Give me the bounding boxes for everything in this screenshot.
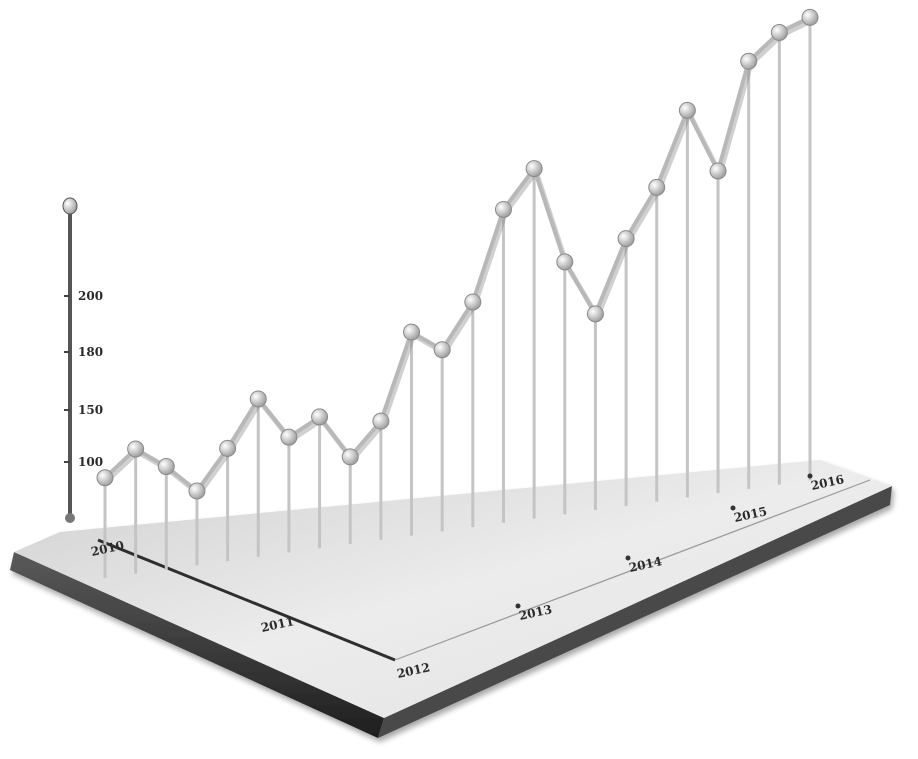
drop-lines xyxy=(103,17,812,578)
y-axis-bottom-cap xyxy=(65,513,75,523)
x-tick-label: 2014 xyxy=(628,554,664,575)
y-tick-label: 100 xyxy=(78,455,103,469)
data-point xyxy=(96,469,114,487)
data-point xyxy=(770,23,788,41)
data-point xyxy=(188,482,206,500)
data-point xyxy=(372,412,390,430)
x-tick-mark xyxy=(730,505,736,511)
data-point xyxy=(617,230,635,248)
x-tick-mark xyxy=(625,555,631,561)
x-axis-line xyxy=(394,479,871,661)
data-point xyxy=(678,101,696,119)
series-line xyxy=(103,15,814,497)
data-point xyxy=(219,439,237,457)
x-tick-labels: 2010 2011 2012 2013 2014 2015 2016 xyxy=(90,472,846,681)
data-point xyxy=(311,408,329,426)
data-point xyxy=(586,305,604,323)
x-tick-label: 2010 xyxy=(90,538,126,559)
data-point xyxy=(801,8,819,26)
data-point xyxy=(740,52,758,70)
data-point xyxy=(556,253,574,271)
data-point xyxy=(157,458,175,476)
x-tick-mark xyxy=(515,603,521,609)
data-point xyxy=(341,448,359,466)
y-tick-label: 150 xyxy=(78,403,103,417)
data-point xyxy=(249,390,267,408)
base-side-left xyxy=(10,552,384,738)
y-tick-label: 200 xyxy=(78,289,103,303)
data-point xyxy=(709,162,727,180)
series-line-shadow xyxy=(105,18,814,497)
base-top xyxy=(14,460,892,718)
series-line-path xyxy=(103,15,811,493)
data-point xyxy=(403,323,421,341)
data-point xyxy=(525,160,543,178)
x-tick-label: 2011 xyxy=(260,614,296,635)
data-point xyxy=(648,178,666,196)
chart-base xyxy=(10,460,892,738)
y-axis xyxy=(62,197,78,523)
y-tick-label: 180 xyxy=(78,345,103,359)
x-tick-label: 2016 xyxy=(810,472,846,493)
x-tick-label: 2015 xyxy=(733,504,769,525)
data-markers xyxy=(96,8,819,500)
x-axis-front-line xyxy=(97,538,396,662)
data-point xyxy=(494,200,512,218)
x-tick-label: 2013 xyxy=(518,602,554,623)
x-tick-label: 2012 xyxy=(396,660,432,681)
base-side-front xyxy=(378,486,892,738)
data-point xyxy=(464,293,482,311)
y-tick-labels: 100 150 180 200 xyxy=(64,289,103,469)
data-point xyxy=(127,440,145,458)
x-tick-mark xyxy=(807,473,813,479)
data-point xyxy=(280,428,298,446)
data-point xyxy=(433,341,451,359)
y-axis-top-cap xyxy=(62,197,78,215)
